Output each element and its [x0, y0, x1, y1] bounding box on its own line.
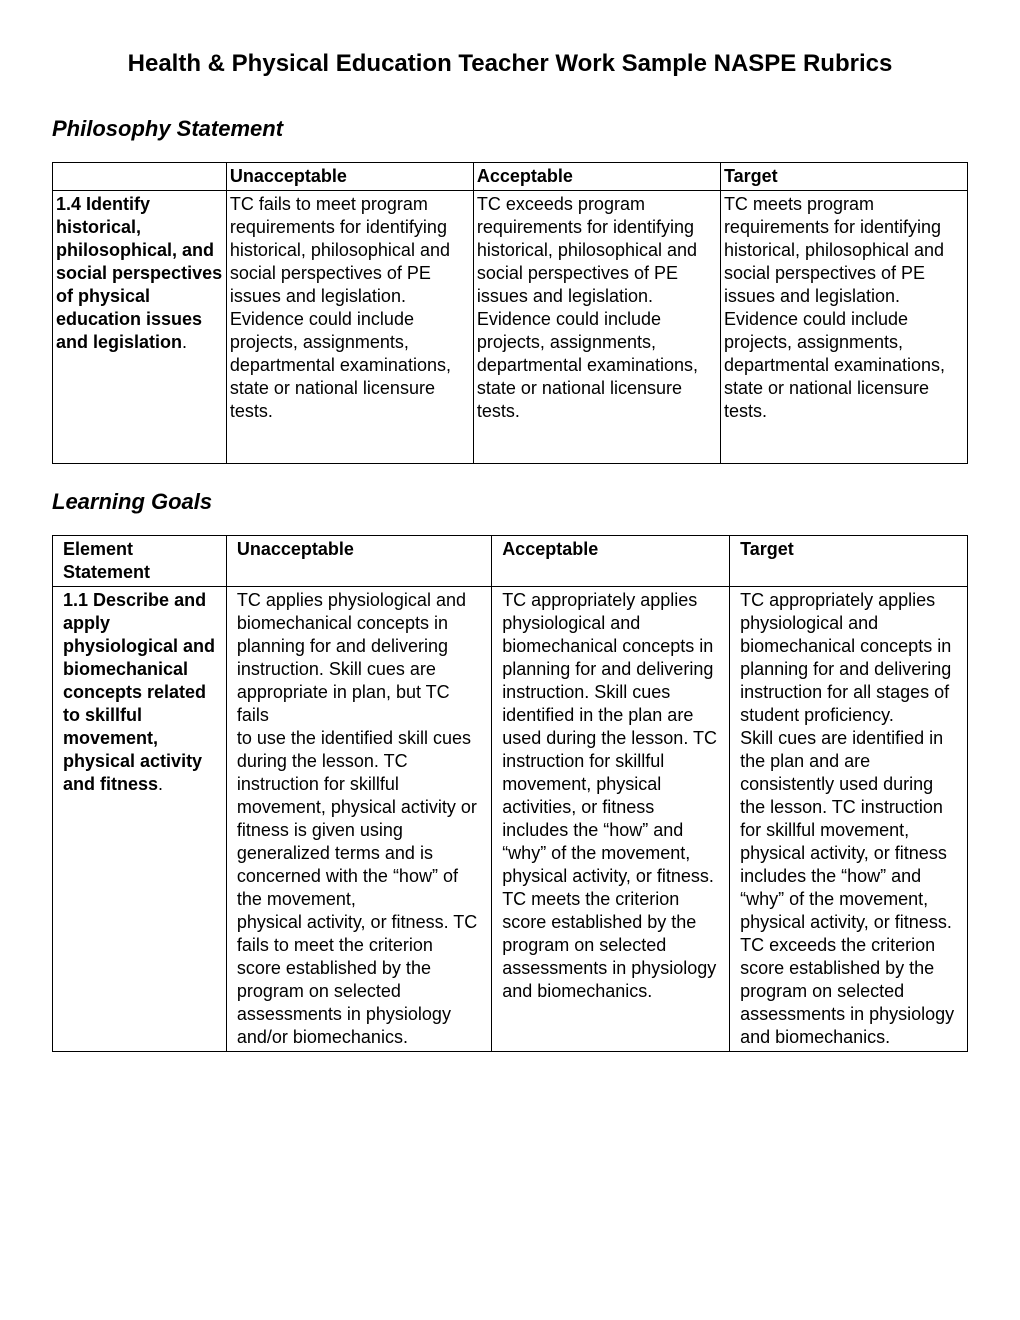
cell-target: TC appropriately applies physiological a…	[730, 586, 968, 1052]
criterion-period: .	[158, 774, 163, 794]
criterion-text: 1.4 Identify historical, philosophical, …	[56, 194, 222, 352]
header-element-statement: Element Statement	[53, 535, 227, 586]
cell-acceptable: TC exceeds program requirements for iden…	[473, 190, 720, 463]
criterion-text: 1.1 Describe and apply physiological and…	[63, 590, 215, 794]
table-header-row: Unacceptable Acceptable Target	[53, 162, 968, 190]
cell-target: TC meets program requirements for identi…	[720, 190, 967, 463]
header-unacceptable: Unacceptable	[226, 162, 473, 190]
table-header-row: Element Statement Unacceptable Acceptabl…	[53, 535, 968, 586]
rubric-table-learning-goals: Element Statement Unacceptable Acceptabl…	[52, 535, 968, 1053]
section-heading-philosophy: Philosophy Statement	[52, 115, 968, 144]
header-acceptable: Acceptable	[473, 162, 720, 190]
cell-acceptable: TC appropriately applies physiological a…	[492, 586, 730, 1052]
section-heading-learning-goals: Learning Goals	[52, 488, 968, 517]
criterion-cell: 1.1 Describe and apply physiological and…	[53, 586, 227, 1052]
header-target: Target	[720, 162, 967, 190]
header-blank	[53, 162, 227, 190]
cell-unacceptable: TC fails to meet program requirements fo…	[226, 190, 473, 463]
criterion-period: .	[182, 332, 187, 352]
table-row: 1.1 Describe and apply physiological and…	[53, 586, 968, 1052]
criterion-cell: 1.4 Identify historical, philosophical, …	[53, 190, 227, 463]
table-row: 1.4 Identify historical, philosophical, …	[53, 190, 968, 463]
rubric-table-philosophy: Unacceptable Acceptable Target 1.4 Ident…	[52, 162, 968, 464]
header-unacceptable: Unacceptable	[226, 535, 491, 586]
cell-unacceptable: TC applies physiological and biomechanic…	[226, 586, 491, 1052]
page-title: Health & Physical Education Teacher Work…	[52, 48, 968, 79]
header-acceptable: Acceptable	[492, 535, 730, 586]
header-target: Target	[730, 535, 968, 586]
